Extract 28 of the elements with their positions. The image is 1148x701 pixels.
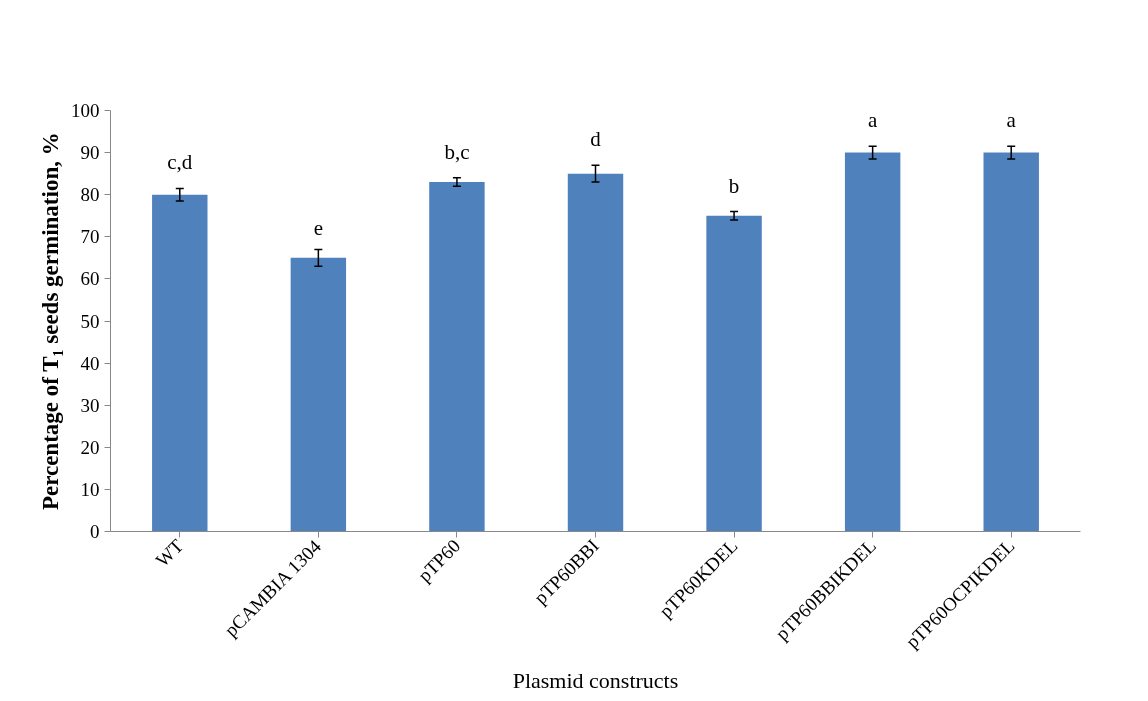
annotation: b,c: [444, 139, 470, 164]
y-tick-label: 50: [80, 310, 100, 332]
y-tick-label: 30: [80, 394, 100, 416]
y-axis-title: Percentage of T₁ seeds germination, %: [38, 132, 63, 511]
bar: [844, 152, 901, 532]
bar: [983, 152, 1039, 532]
annotation: b: [728, 173, 740, 198]
y-tick-label: 0: [90, 521, 100, 542]
bar: [567, 173, 624, 532]
y-tick-label: 90: [80, 142, 100, 164]
y-tick-label: 80: [80, 184, 100, 206]
bar: [152, 194, 208, 532]
y-tick-label: 20: [80, 436, 100, 458]
bar: [290, 257, 347, 532]
y-tick-label: 10: [80, 478, 100, 500]
annotation: c,d: [167, 150, 193, 175]
y-tick-label: 100: [71, 100, 100, 121]
y-tick-label: 60: [80, 268, 100, 290]
y-tick-label: 40: [80, 352, 100, 374]
x-tick-label: WT: [151, 534, 188, 571]
bar: [429, 182, 485, 532]
bar: [706, 215, 762, 532]
annotation: d: [590, 127, 602, 152]
x-axis-title: Plasmid constructs: [512, 667, 679, 693]
annotation: e: [313, 216, 324, 241]
y-tick-label: 70: [80, 226, 100, 248]
annotation: a: [1006, 108, 1017, 133]
annotation: a: [867, 108, 878, 133]
